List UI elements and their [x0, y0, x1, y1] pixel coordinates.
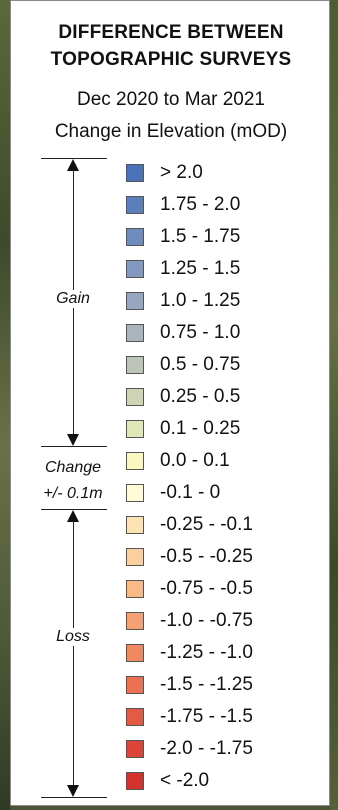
legend-swatch [126, 484, 144, 502]
gain-bottom-line [41, 446, 107, 447]
loss-arrow-up [67, 510, 79, 522]
legend-item: > 2.0 [126, 162, 326, 185]
loss-top-line [41, 509, 107, 510]
legend-swatch [126, 292, 144, 310]
legend-item-label: -1.75 - -1.5 [160, 706, 253, 727]
legend-item-label: -1.25 - -1.0 [160, 642, 253, 663]
legend-swatch [126, 260, 144, 278]
legend-item-label: -1.0 - -0.75 [160, 610, 253, 631]
legend-item: 0.5 - 0.75 [126, 354, 326, 377]
loss-bottom-line [41, 797, 107, 798]
legend-swatch [126, 356, 144, 374]
legend-title-line2: TOPOGRAPHIC SURVEYS [50, 49, 292, 70]
legend-item: 0.25 - 0.5 [126, 386, 326, 409]
legend-item-label: 0.5 - 0.75 [160, 354, 241, 375]
legend-swatch [126, 740, 144, 758]
legend-item-label: < -2.0 [160, 770, 210, 791]
legend-item-label: -0.25 - -0.1 [160, 514, 253, 535]
legend-item: -0.1 - 0 [126, 482, 326, 505]
legend-item-label: 1.5 - 1.75 [160, 226, 241, 247]
gain-label: Gain [33, 290, 113, 308]
legend-swatch [126, 324, 144, 342]
legend-title-line1: DIFFERENCE BETWEEN [58, 22, 284, 43]
map-background-right [330, 0, 338, 810]
legend-item: 1.25 - 1.5 [126, 258, 326, 281]
legend-item: -0.75 - -0.5 [126, 578, 326, 601]
legend-item: -1.75 - -1.5 [126, 706, 326, 729]
legend-item-label: -1.5 - -1.25 [160, 674, 253, 695]
legend-item: 1.0 - 1.25 [126, 290, 326, 313]
legend-swatch [126, 196, 144, 214]
legend-swatch [126, 452, 144, 470]
loss-arrow-shaft [73, 520, 74, 788]
legend-item: -0.25 - -0.1 [126, 514, 326, 537]
legend-swatch [126, 516, 144, 534]
legend-measure: Change in Elevation (mOD) [54, 121, 288, 142]
legend-item-label: 0.25 - 0.5 [160, 386, 241, 407]
change-label-line2: +/- 0.1m [23, 485, 123, 503]
legend-item: -1.0 - -0.75 [126, 610, 326, 633]
legend-date-range: Dec 2020 to Mar 2021 [76, 89, 265, 110]
legend-item: 1.5 - 1.75 [126, 226, 326, 249]
legend-swatch [126, 164, 144, 182]
legend-item: < -2.0 [126, 770, 326, 793]
legend-swatch [126, 388, 144, 406]
legend-swatch [126, 772, 144, 790]
legend-swatch [126, 420, 144, 438]
legend-item-label: -2.0 - -1.75 [160, 738, 253, 759]
legend-item: -1.5 - -1.25 [126, 674, 326, 697]
legend-swatch [126, 644, 144, 662]
legend-panel: DIFFERENCE BETWEEN TOPOGRAPHIC SURVEYS D… [10, 0, 330, 806]
legend-item-label: > 2.0 [160, 162, 203, 183]
legend-item: -1.25 - -1.0 [126, 642, 326, 665]
gain-arrow-up [67, 159, 79, 171]
legend-swatch [126, 708, 144, 726]
legend-item: 1.75 - 2.0 [126, 194, 326, 217]
legend-item-label: -0.5 - -0.25 [160, 546, 253, 567]
legend-item: 0.1 - 0.25 [126, 418, 326, 441]
legend-swatch [126, 548, 144, 566]
legend-item: 0.0 - 0.1 [126, 450, 326, 473]
legend-item: 0.75 - 1.0 [126, 322, 326, 345]
legend-item: -0.5 - -0.25 [126, 546, 326, 569]
legend-item-label: 1.25 - 1.5 [160, 258, 241, 279]
change-label-line1: Change [23, 459, 123, 477]
loss-label: Loss [33, 628, 113, 646]
legend-swatch [126, 228, 144, 246]
legend-item: -2.0 - -1.75 [126, 738, 326, 761]
legend-item-label: 0.1 - 0.25 [160, 418, 241, 439]
map-background-left [0, 0, 10, 810]
gain-top-line [41, 158, 107, 159]
gain-arrow-down [67, 434, 79, 446]
legend-item-label: 1.75 - 2.0 [160, 194, 241, 215]
loss-arrow-down [67, 785, 79, 797]
legend-swatch [126, 676, 144, 694]
legend-item-label: 0.75 - 1.0 [160, 322, 241, 343]
legend-item-label: 1.0 - 1.25 [160, 290, 241, 311]
legend-item-label: -0.75 - -0.5 [160, 578, 253, 599]
legend-item-label: 0.0 - 0.1 [160, 450, 230, 471]
legend-swatch [126, 612, 144, 630]
legend-swatch [126, 580, 144, 598]
legend-item-label: -0.1 - 0 [160, 482, 221, 503]
